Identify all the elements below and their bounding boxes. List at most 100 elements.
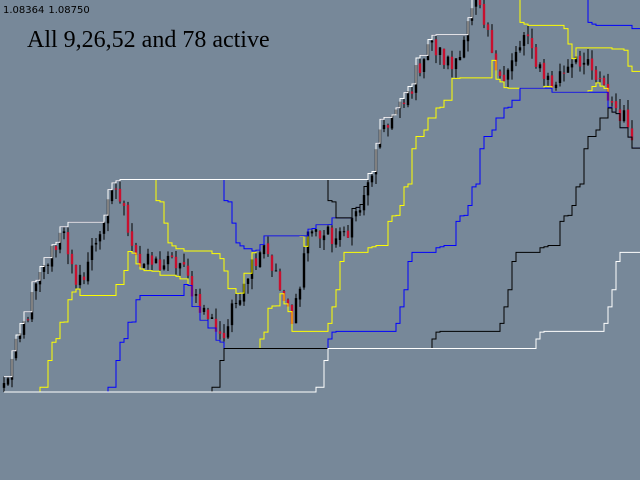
candle-body (542, 62, 546, 79)
candle-body (158, 259, 162, 270)
candle-body (406, 91, 410, 106)
candle-body (474, 0, 478, 7)
candle (278, 268, 282, 291)
candle (334, 228, 338, 248)
bands-layer (4, 0, 640, 393)
candle-body (274, 270, 278, 272)
candle-body (98, 234, 102, 242)
candle-body (390, 115, 394, 129)
period-78-lower-band (4, 251, 640, 393)
candle-body (254, 258, 258, 267)
candle-body (310, 231, 314, 234)
candle-body (270, 255, 274, 271)
candle-body (22, 321, 26, 335)
candle-body (170, 255, 174, 258)
candle-body (110, 189, 114, 202)
candle-body (546, 75, 550, 80)
candle (438, 46, 442, 65)
candle-body (94, 242, 98, 245)
candle-body (358, 210, 362, 213)
candle-body (370, 175, 374, 183)
candle (218, 321, 222, 343)
candle-body (238, 300, 242, 305)
candle (442, 48, 446, 69)
candle (86, 252, 90, 285)
candle (130, 223, 134, 254)
candle-body (330, 227, 334, 245)
candle (118, 179, 122, 204)
candle (418, 55, 422, 77)
candle-body (258, 252, 262, 268)
candle (530, 28, 534, 59)
candle-body (326, 226, 330, 235)
candle-body (46, 264, 50, 266)
candle-body (150, 255, 154, 265)
candle-body (450, 56, 454, 70)
candle (310, 228, 314, 237)
candle (90, 237, 94, 271)
candle-body (78, 274, 82, 286)
candle (506, 68, 510, 89)
candle-body (230, 303, 234, 326)
candle-body (34, 283, 38, 292)
candle-body (430, 40, 434, 43)
candle-body (6, 378, 10, 385)
candle-body (62, 231, 66, 234)
candle (46, 263, 50, 275)
candle-body (182, 262, 186, 265)
candle (70, 249, 74, 274)
candle-body (622, 110, 626, 122)
candle (182, 253, 186, 267)
candle-body (410, 91, 414, 94)
candle (210, 313, 214, 320)
candle-body (522, 35, 526, 46)
candle-body (146, 253, 150, 265)
candle-body (538, 64, 542, 69)
candle (586, 48, 590, 67)
candle (526, 25, 530, 45)
candle-body (166, 255, 170, 265)
candle-body (130, 231, 134, 246)
candle-body (382, 124, 386, 130)
period-52-lower-band (4, 107, 640, 393)
candle (122, 200, 126, 216)
period-52-upper-band (4, 0, 473, 378)
candle (614, 93, 618, 114)
candle (542, 59, 546, 87)
candle-body (434, 39, 438, 56)
candle (534, 44, 538, 69)
candle-body (262, 244, 266, 255)
candle (162, 259, 166, 271)
candle-body (602, 77, 606, 85)
candle-body (486, 24, 490, 30)
candle-body (138, 253, 142, 267)
candle-body (194, 294, 198, 296)
candle (294, 293, 298, 324)
price-readout: 1.08364 1.08750 (3, 5, 90, 17)
candle-body (462, 39, 466, 58)
candle-body (114, 188, 118, 190)
candle (170, 252, 174, 259)
candle-body (354, 211, 358, 217)
candle (146, 248, 150, 270)
candle-body (286, 299, 290, 307)
candle (154, 256, 158, 264)
candle-body (314, 229, 318, 232)
candle-body (122, 202, 126, 206)
candle (2, 376, 6, 392)
candle (514, 45, 518, 67)
candle (546, 72, 550, 87)
candle-body (206, 309, 210, 319)
candle (266, 236, 270, 257)
candle-body (134, 244, 138, 256)
candle-body (154, 258, 158, 264)
candle-body (318, 230, 322, 239)
candle-body (2, 383, 6, 388)
candle-body (566, 66, 570, 73)
candle-body (302, 253, 306, 288)
candle-body (614, 101, 618, 109)
candle-body (234, 302, 238, 304)
candle (194, 289, 198, 303)
